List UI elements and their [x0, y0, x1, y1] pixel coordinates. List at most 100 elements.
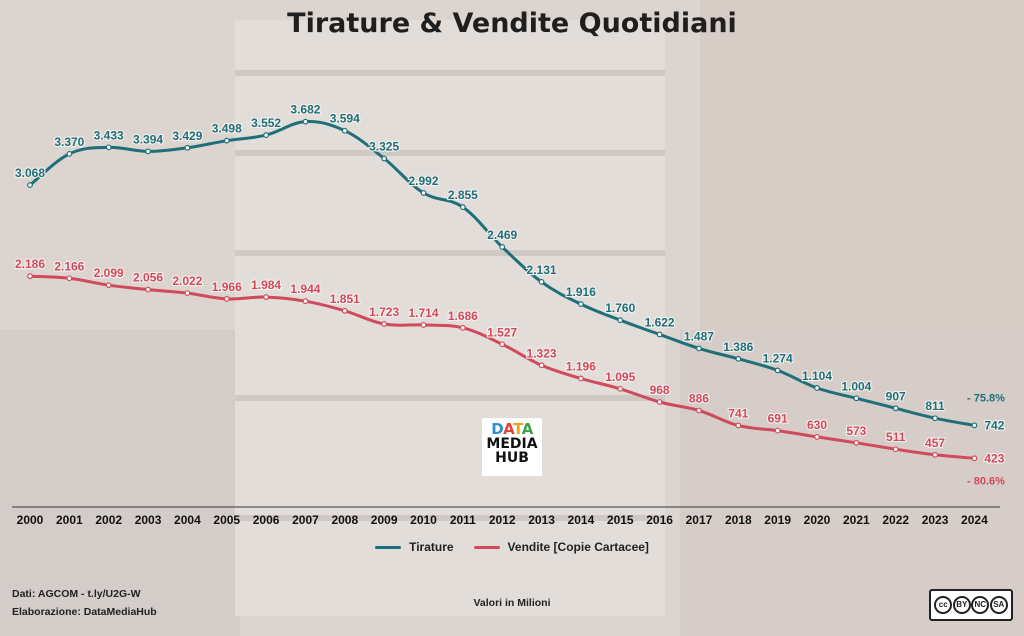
data-point-tirature [736, 357, 741, 362]
x-tick-label: 2004 [174, 513, 201, 527]
x-tick-label: 2011 [450, 513, 476, 527]
data-label-vendite: 2.166 [54, 259, 84, 273]
data-label-vendite: 1.686 [448, 309, 478, 323]
data-point-vendite [343, 308, 348, 313]
logo-line-3: HUB [482, 451, 542, 465]
data-point-vendite [382, 322, 387, 327]
data-label-tirature: 1.104 [802, 369, 832, 383]
change-label-vendite: - 80.6% [967, 475, 1005, 487]
data-point-vendite [500, 342, 505, 347]
cc-sa-icon: SA [990, 596, 1008, 614]
cc-by-icon: BY [953, 596, 971, 614]
chart-legend: Tirature Vendite [Copie Cartacee] [0, 540, 1024, 554]
data-label-vendite: 1.723 [369, 305, 399, 319]
data-label-tirature: 3.594 [330, 112, 360, 126]
data-point-tirature [67, 152, 72, 157]
data-point-tirature [579, 302, 584, 307]
data-point-tirature [539, 280, 544, 285]
data-label-vendite: 1.323 [527, 346, 557, 360]
data-point-vendite [854, 441, 859, 446]
data-label-tirature: 742 [984, 418, 1004, 432]
data-label-tirature: 3.325 [369, 140, 399, 154]
data-point-tirature [224, 138, 229, 143]
x-tick-label: 2017 [686, 513, 713, 527]
legend-swatch-tirature [375, 546, 401, 549]
data-point-tirature [106, 145, 111, 150]
creative-commons-badge: cc BY NC SA [929, 589, 1013, 621]
legend-swatch-vendite [474, 546, 500, 549]
data-label-tirature: 1.386 [723, 340, 753, 354]
x-tick-label: 2018 [725, 513, 752, 527]
data-point-tirature [461, 205, 466, 210]
data-label-vendite: 1.527 [487, 325, 517, 339]
data-label-tirature: 3.370 [54, 135, 84, 149]
data-label-vendite: 511 [886, 430, 906, 444]
data-label-tirature: 1.274 [763, 351, 793, 365]
data-point-vendite [933, 452, 938, 457]
data-point-tirature [343, 128, 348, 133]
data-label-tirature: 3.394 [133, 132, 163, 146]
x-tick-label: 2016 [646, 513, 673, 527]
data-label-tirature: 907 [886, 389, 906, 403]
data-label-tirature: 3.433 [94, 128, 124, 142]
data-point-vendite [657, 400, 662, 405]
legend-item-tirature: Tirature [375, 540, 453, 554]
x-tick-label: 2000 [17, 513, 44, 527]
x-tick-label: 2015 [607, 513, 634, 527]
data-point-tirature [146, 149, 151, 154]
data-point-vendite [106, 283, 111, 288]
data-label-vendite: 1.966 [212, 280, 242, 294]
data-point-vendite [67, 276, 72, 281]
data-point-vendite [264, 295, 269, 300]
data-point-tirature [264, 133, 269, 138]
legend-item-vendite: Vendite [Copie Cartacee] [474, 540, 649, 554]
x-tick-label: 2007 [292, 513, 319, 527]
data-point-vendite [815, 435, 820, 440]
data-point-vendite [736, 423, 741, 428]
data-label-tirature: 1.760 [605, 301, 635, 315]
x-tick-label: 2024 [961, 513, 988, 527]
data-point-tirature [185, 145, 190, 150]
data-point-tirature [933, 416, 938, 421]
data-label-vendite: 1.714 [408, 306, 438, 320]
data-point-tirature [421, 191, 426, 196]
data-label-vendite: 1.851 [330, 292, 360, 306]
x-tick-label: 2020 [804, 513, 831, 527]
x-tick-label: 2001 [56, 513, 83, 527]
data-label-tirature: 811 [925, 399, 945, 413]
data-point-vendite [618, 387, 623, 392]
data-point-vendite [421, 323, 426, 328]
datamediahub-logo: DATA MEDIA HUB [482, 418, 542, 476]
x-tick-label: 2009 [371, 513, 398, 527]
data-label-vendite: 691 [768, 412, 788, 426]
x-tick-label: 2014 [568, 513, 595, 527]
data-label-tirature: 1.004 [841, 379, 871, 393]
data-point-tirature [893, 406, 898, 411]
x-tick-label: 2013 [528, 513, 555, 527]
data-label-tirature: 2.469 [487, 228, 517, 242]
logo-line-2: MEDIA [482, 437, 542, 451]
data-point-tirature [854, 396, 859, 401]
data-label-vendite: 630 [807, 418, 827, 432]
data-label-vendite: 573 [846, 424, 866, 438]
legend-label-tirature: Tirature [409, 540, 453, 554]
legend-label-vendite: Vendite [Copie Cartacee] [508, 540, 649, 554]
x-tick-label: 2005 [213, 513, 240, 527]
data-label-tirature: 3.068 [15, 166, 45, 180]
data-label-vendite: 968 [650, 383, 670, 397]
data-label-vendite: 2.186 [15, 257, 45, 271]
data-point-tirature [303, 119, 308, 124]
data-point-vendite [539, 363, 544, 368]
cc-nc-icon: NC [971, 596, 989, 614]
x-tick-label: 2003 [135, 513, 162, 527]
data-point-tirature [775, 368, 780, 373]
data-point-vendite [185, 291, 190, 296]
data-label-tirature: 3.552 [251, 116, 281, 130]
data-label-tirature: 2.131 [527, 263, 557, 277]
data-label-vendite: 1.196 [566, 359, 596, 373]
data-label-vendite: 2.099 [94, 266, 124, 280]
data-point-tirature [28, 183, 33, 188]
x-tick-label: 2019 [764, 513, 791, 527]
x-tick-label: 2012 [489, 513, 516, 527]
data-label-vendite: 2.056 [133, 271, 163, 285]
